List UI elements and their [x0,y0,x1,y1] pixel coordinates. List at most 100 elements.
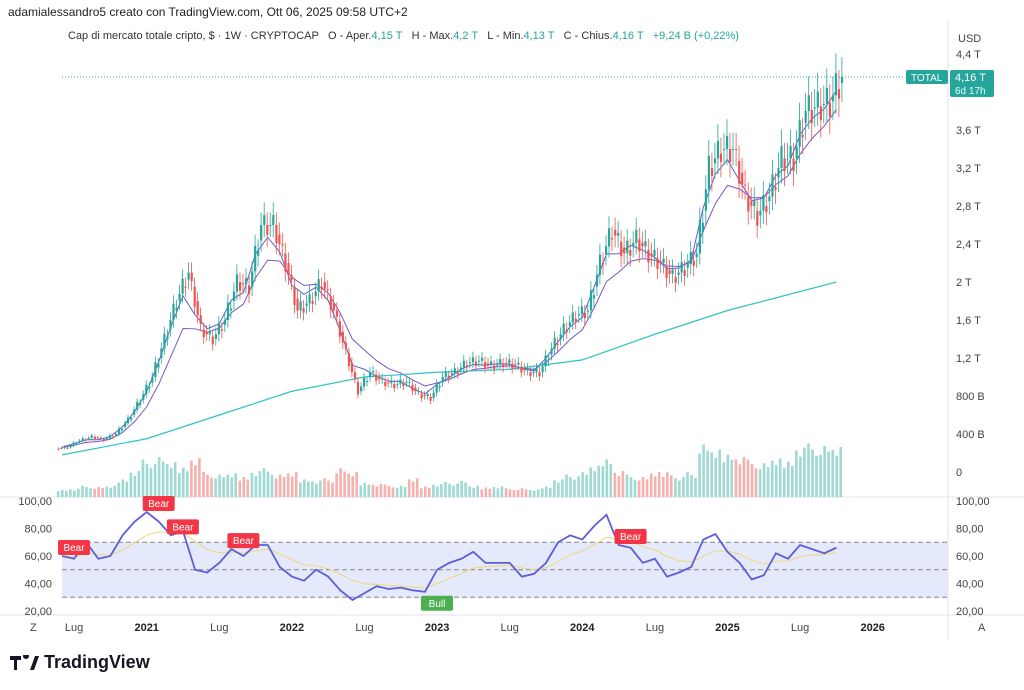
volume-bar [186,471,189,497]
volume-bar [528,489,532,497]
volume-bar [730,459,734,497]
candle [502,358,505,373]
candle [598,243,602,285]
candle [574,311,577,330]
volume-bar [303,479,306,497]
candle [450,368,453,380]
rsi-axis[interactable]: 100,00 100,00 80,00 80,00 60,00 60,00 40,00 40,… [18,496,989,618]
volume-bar [270,474,274,497]
currency-label[interactable]: USD [958,33,981,45]
volume-bar [839,447,842,497]
volume-bar [234,473,237,497]
candle [96,435,99,440]
volume-bar [657,472,661,497]
volume-bar [169,468,173,497]
volume-bar [625,474,629,497]
candle [750,187,753,220]
candle [777,152,780,193]
volume-bar [585,474,588,497]
volume-bar [783,468,786,497]
candle [623,236,626,265]
candle [819,87,822,138]
volume-bar [702,444,705,497]
candle [205,324,208,342]
candle [426,390,429,400]
volume-bar [299,482,302,497]
candle [169,312,172,337]
time-tick: Lug [791,622,809,634]
candle [638,227,641,263]
volume-bar [770,460,774,497]
volume-bar [161,461,165,497]
candle [677,262,680,285]
candle [683,260,686,286]
volume-bar [173,462,177,497]
volume-bar [266,471,270,497]
symbol-tag [906,70,948,84]
volume-bar [464,482,467,497]
volume-bar [315,483,318,497]
candle [753,186,756,220]
candle [335,302,338,325]
candle [723,132,726,166]
candle [72,441,75,447]
volume-bar [488,488,492,497]
volume-bar [601,466,605,497]
volume-bar [456,483,459,497]
volume-bar [803,447,806,497]
candle [332,294,335,319]
candle [93,435,96,441]
volume-bar [355,472,358,497]
candle [284,242,287,282]
volume-bar [428,487,431,497]
volume-bar [553,480,556,497]
candle [414,383,417,396]
candle [372,365,375,378]
volume-bar [831,449,834,497]
price-axis[interactable]: 4,4 T 3,6 T 3,2 T 2,8 T 2,4 T 2 T 1,6 T 1,2 T 80… [956,49,985,479]
volume-bar [206,474,209,497]
time-tick: 2025 [715,622,739,634]
zoom-button[interactable]: Z [30,622,37,634]
candle [151,372,154,388]
rsi-line [61,510,837,602]
candle [647,238,650,273]
volume-bar [290,476,294,497]
tradingview-logo[interactable]: TradingView [10,652,150,673]
candle [641,231,644,258]
candle [741,157,744,199]
candle [807,76,810,130]
candle [311,292,314,313]
volume-bar [815,455,818,497]
candle [263,202,266,238]
symbol-title[interactable]: Cap di mercato totale cripto, $ · 1W · C… [68,30,319,42]
price-tick: 3,6 T [956,125,981,137]
candle [187,262,190,290]
volume-bars [57,443,842,497]
volume-bar [694,477,697,497]
candle [272,202,275,238]
time-axis[interactable]: Lug 2021 Lug 2022 Lug 2023 Lug 2024 Lug 2025 Lug 20… [65,622,885,634]
candle [260,212,263,253]
candle [411,380,414,396]
candle [290,265,293,290]
time-tick: 2022 [280,622,304,634]
candle [768,182,771,215]
auto-scale-button[interactable]: A [978,622,986,634]
price-tick: 4,4 T [956,49,981,61]
candle [356,377,360,399]
candle [84,438,87,442]
candle [208,324,211,342]
volume-bar [343,471,346,497]
candle [747,182,750,225]
volume-bar [57,491,60,497]
chart-credit: adamialessandro5 creato con TradingView.… [8,5,408,19]
candle [553,331,556,355]
volume-bar [407,479,411,497]
candle [759,197,762,229]
candle [360,382,363,396]
volume-bar [222,477,225,497]
candle [674,267,677,293]
open-label: O - Aper. [328,30,372,42]
